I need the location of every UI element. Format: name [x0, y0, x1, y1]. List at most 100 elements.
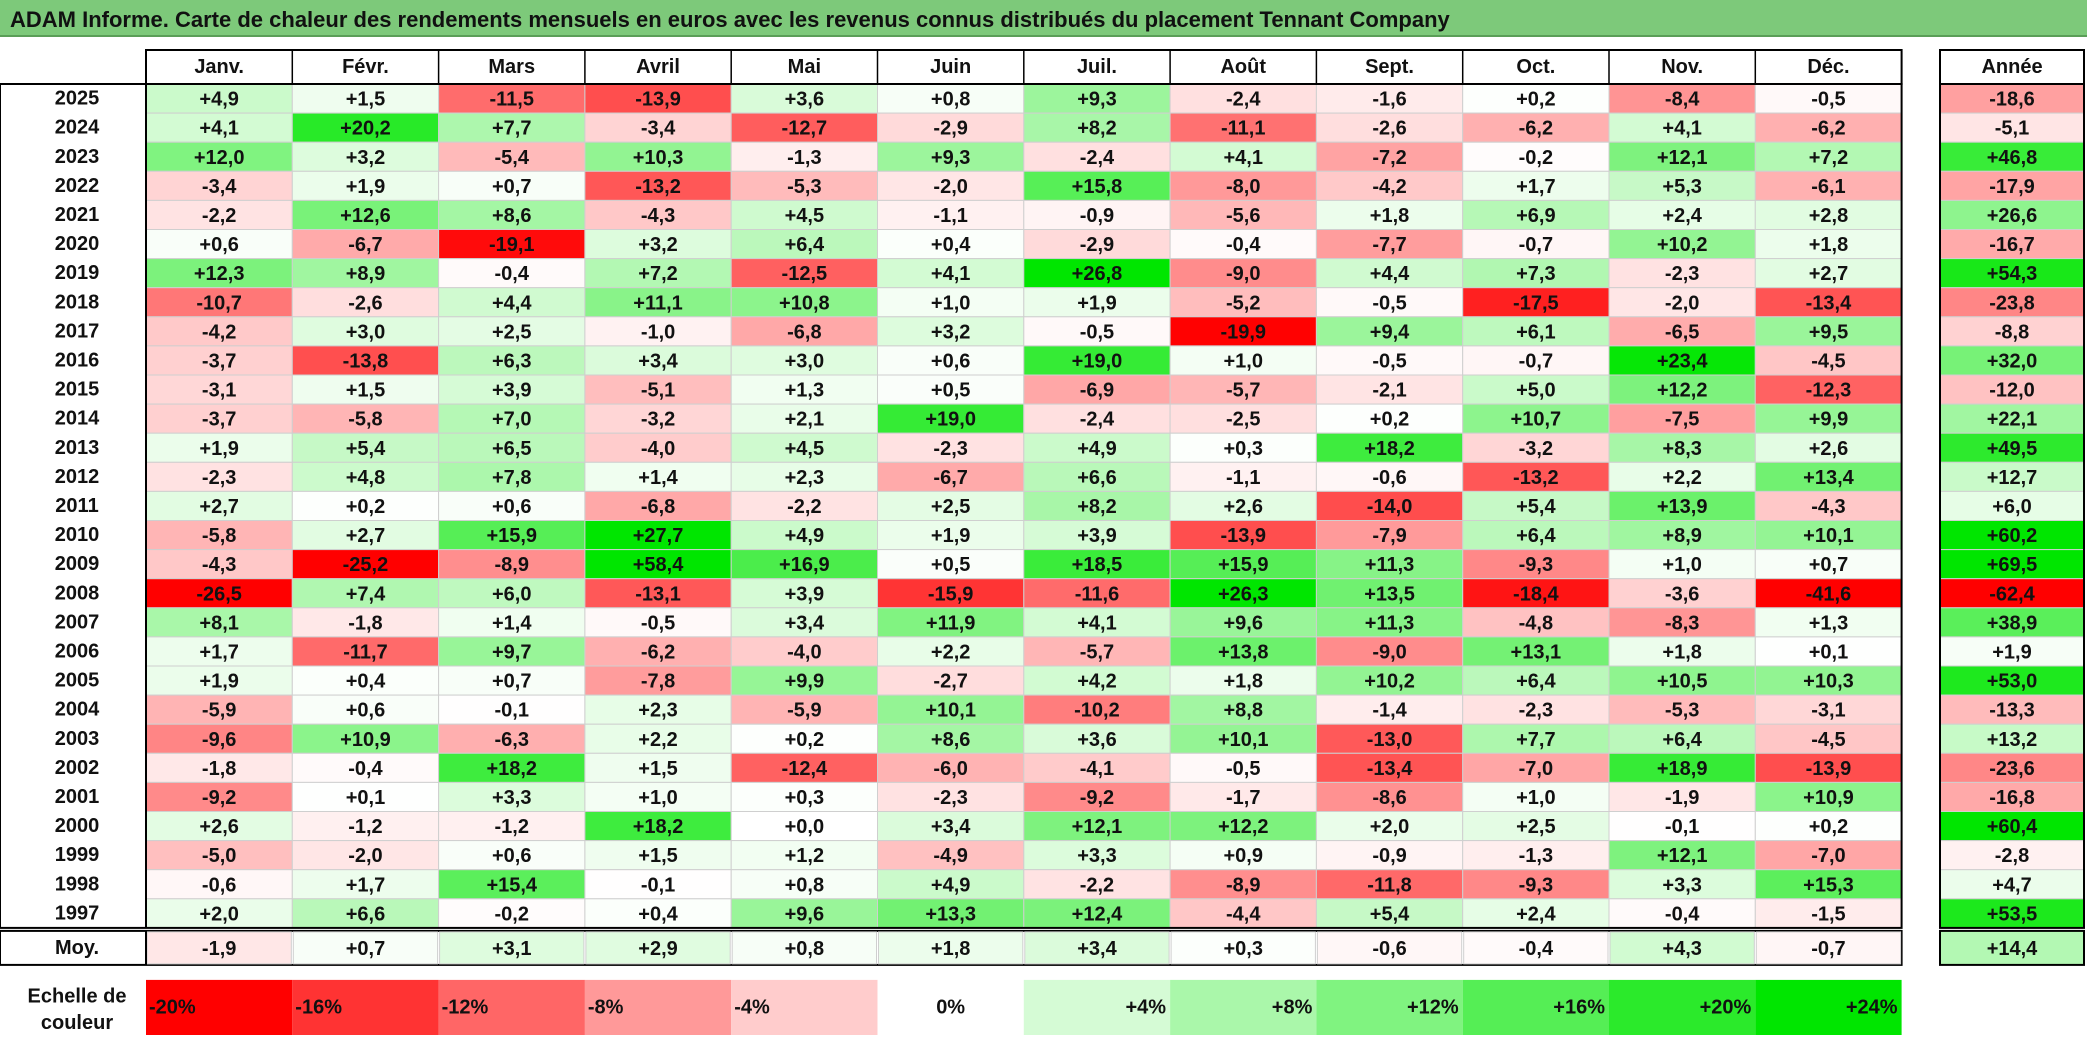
- heatmap-cell: [1023, 578, 1171, 609]
- cell-value: +2,0: [1370, 816, 1409, 838]
- heatmap-cell: [1608, 578, 1756, 609]
- cell-value: -9,2: [202, 787, 236, 809]
- legend-stop-label: +8%: [1272, 996, 1313, 1018]
- heatmap-cell: [438, 83, 586, 114]
- cell-value: +0,2: [785, 729, 824, 751]
- cell-value: +5,0: [1516, 380, 1555, 402]
- cell-value: +0,6: [931, 350, 970, 372]
- cell-value: -6,1: [1811, 176, 1845, 198]
- heatmap-cell: [1754, 636, 1903, 667]
- heatmap-cell: [1023, 461, 1171, 492]
- annual-value: +13,2: [1987, 729, 2038, 751]
- heatmap-cell: [584, 869, 732, 900]
- cell-value: +1,9: [199, 438, 238, 460]
- average-cell: [1170, 931, 1316, 965]
- heatmap-cell: [1169, 345, 1317, 376]
- legend-stop-label: +20%: [1700, 996, 1752, 1018]
- heatmap-cell: [1169, 781, 1317, 813]
- cell-value: -11,5: [490, 89, 534, 111]
- heatmap-cell: [1315, 229, 1464, 260]
- cell-value: -14,0: [1367, 496, 1413, 518]
- annual-value: -23,6: [1989, 758, 2035, 780]
- heatmap-cell: [1608, 461, 1756, 492]
- annual-value: +69,5: [1987, 554, 2038, 576]
- heatmap-cell: [1754, 520, 1903, 551]
- cell-value: -7,0: [1519, 758, 1553, 780]
- heatmap-cell: [145, 607, 293, 638]
- cell-value: +3,6: [785, 89, 824, 111]
- cell-value: -10,7: [196, 292, 242, 314]
- cell-value: -12,3: [1806, 380, 1852, 402]
- heatmap-cell: [145, 840, 293, 871]
- heatmap-cell: [1023, 490, 1171, 521]
- cell-value: +10,1: [1218, 729, 1269, 751]
- heatmap-cell: [877, 345, 1025, 376]
- heatmap-cell: [1462, 461, 1610, 492]
- cell-value: -2,9: [933, 118, 967, 140]
- cell-value: -2,6: [348, 292, 382, 314]
- cell-value: +15,3: [1803, 874, 1854, 896]
- heatmap-cell: [1169, 520, 1317, 551]
- cell-value: +0,9: [1224, 845, 1263, 867]
- cell-value: -0,2: [495, 903, 529, 925]
- heatmap-cell: [1608, 432, 1756, 463]
- heatmap-cell: [438, 665, 586, 696]
- heatmap-cell: [730, 83, 879, 114]
- cell-value: +10,5: [1657, 671, 1708, 693]
- heatmap-cell: [1608, 374, 1756, 405]
- heatmap-cell: [1023, 665, 1171, 696]
- cell-value: -4,2: [1372, 176, 1406, 198]
- cell-value: +13,1: [1511, 641, 1562, 663]
- cell-value: -17,5: [1513, 292, 1559, 314]
- annual-value: +6,0: [1992, 496, 2031, 518]
- heatmap-cell: [1608, 199, 1756, 230]
- cell-value: +6,0: [492, 583, 531, 605]
- legend-stop-label: -4%: [734, 996, 770, 1018]
- cell-value: -0,4: [1226, 234, 1261, 256]
- heatmap-cell: [1608, 752, 1756, 783]
- legend-swatch: [292, 979, 439, 1035]
- heatmap-cell: [1608, 112, 1756, 143]
- cell-value: +1,3: [1809, 612, 1848, 634]
- cell-value: -5,6: [1226, 205, 1260, 227]
- cell-value: -13,9: [1220, 525, 1266, 547]
- heatmap-cell: [1754, 345, 1903, 376]
- cell-value: +4,5: [785, 205, 824, 227]
- heatmap-cell: [1023, 694, 1171, 725]
- annual-cell: [1939, 432, 2085, 463]
- annual-cell: [1939, 258, 2085, 289]
- cell-value: -5,9: [202, 700, 236, 722]
- annual-value: -8,8: [1995, 321, 2029, 343]
- cell-value: -6,9: [1080, 380, 1114, 402]
- heatmap-cell: [877, 316, 1025, 347]
- heatmap-cell: [1023, 781, 1171, 813]
- heatmap-cell: [1608, 520, 1756, 551]
- cell-value: +1,0: [1224, 350, 1263, 372]
- cell-value: +1,4: [492, 612, 532, 634]
- annual-value: +38,9: [1987, 612, 2038, 634]
- cell-value: +1,4: [638, 467, 678, 489]
- cell-value: -7,9: [1372, 525, 1406, 547]
- heatmap-cell: [877, 549, 1025, 580]
- heatmap-cell: [1754, 752, 1903, 783]
- year-header-box: [1939, 49, 2085, 85]
- cell-value: +7,8: [492, 467, 531, 489]
- cell-value: +10,9: [340, 729, 391, 751]
- cell-value: +4,4: [492, 292, 532, 314]
- cell-value: +8,2: [1077, 496, 1116, 518]
- cell-value: +5,3: [1662, 176, 1701, 198]
- heatmap-cell: [1023, 199, 1171, 230]
- heatmap-cell: [1315, 345, 1464, 376]
- cell-value: +1,9: [1077, 292, 1116, 314]
- cell-value: -6,3: [495, 729, 529, 751]
- heatmap-cell: [1315, 665, 1464, 696]
- cell-value: +1,9: [199, 671, 238, 693]
- cell-value: +12,1: [1072, 816, 1123, 838]
- heatmap-cell: [1608, 723, 1756, 754]
- cell-value: +12,1: [1657, 845, 1708, 867]
- cell-value: -41,6: [1806, 583, 1852, 605]
- cell-value: +2,4: [1516, 903, 1556, 925]
- cell-value: +2,6: [199, 816, 238, 838]
- heatmap-cell: [1462, 258, 1610, 289]
- heatmap-cell: [1315, 723, 1464, 754]
